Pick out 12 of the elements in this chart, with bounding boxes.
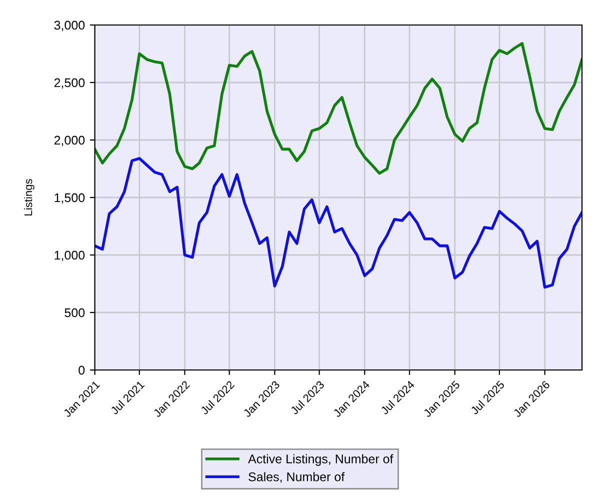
y-tick-label: 2,500	[54, 78, 85, 89]
line-series	[94, 42, 582, 175]
y-tick-label: 3,000	[54, 20, 85, 32]
y-axis-title: Listings	[24, 179, 34, 216]
y-tick-label: 2,000	[54, 136, 85, 146]
legend-label: Active Listings, Number of	[248, 454, 394, 466]
y-tick-label: 1,500	[54, 193, 85, 204]
y-tick-label: 1,000	[54, 250, 85, 262]
legend-label: Sales, Number of	[248, 472, 345, 483]
y-tick-label: 500	[64, 308, 85, 318]
line-series	[94, 157, 582, 289]
y-tick-label: 0	[78, 366, 85, 375]
